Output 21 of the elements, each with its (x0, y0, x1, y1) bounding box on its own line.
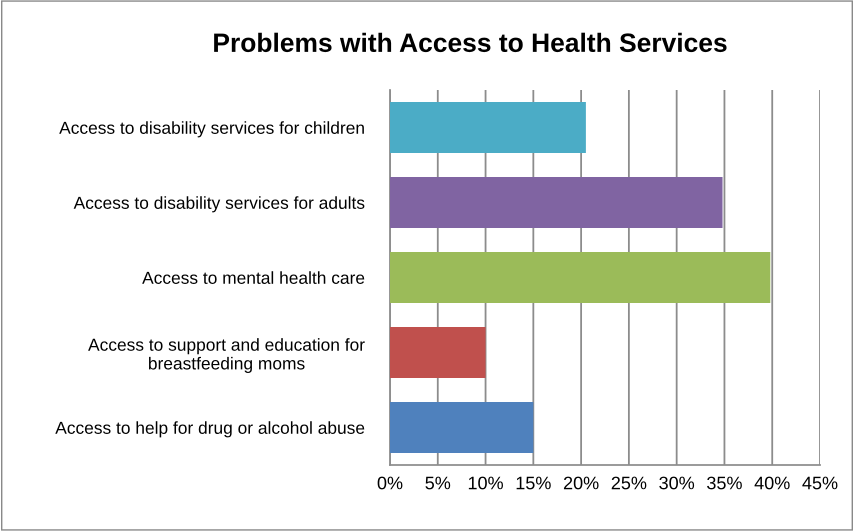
x-tick-label: 30% (659, 476, 694, 490)
x-tick-label: 45% (802, 476, 838, 490)
bar (390, 327, 486, 378)
y-tick-label: Access to help for drug or alcohol abuse (55, 421, 364, 438)
y-tick-label: Access to disability services for adults (74, 196, 364, 212)
x-tick-label: 20% (564, 476, 599, 490)
bar (390, 252, 770, 303)
x-tick-label: 0% (378, 476, 402, 490)
bar (390, 402, 534, 453)
x-tick-label: 25% (612, 476, 646, 490)
y-tick-label: Access to support and education for breastfeeding moms (88, 338, 365, 373)
bar (390, 177, 723, 228)
chart-title: Problems with Access to Health Services (214, 32, 727, 52)
x-tick-label: 10% (468, 476, 503, 490)
x-tick-label: 5% (425, 476, 450, 490)
y-tick-label: Access to disability services for children (59, 121, 364, 138)
y-tick-label: Access to mental health care (142, 271, 364, 284)
x-tick-label: 40% (754, 476, 790, 490)
bar (390, 102, 586, 153)
x-tick-label: 35% (707, 476, 742, 490)
x-tick-label: 15% (516, 476, 551, 490)
